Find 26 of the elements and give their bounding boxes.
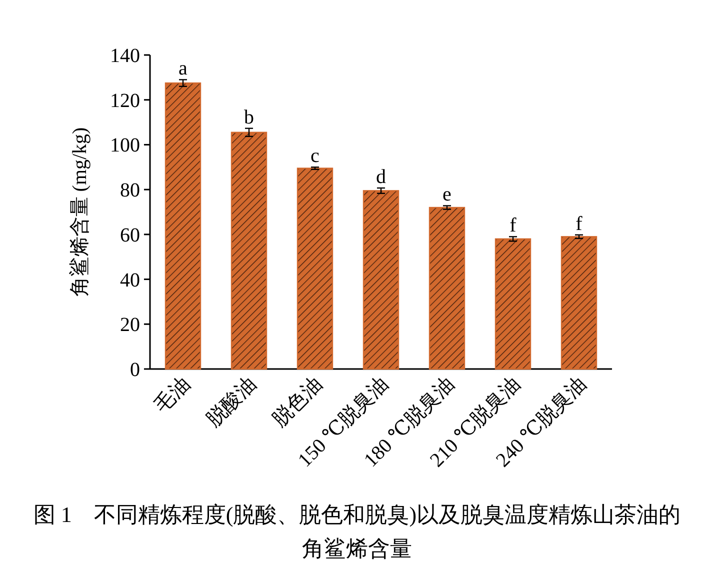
x-tick-label: 毛油 [150, 372, 195, 417]
annotation: c [310, 145, 320, 168]
annotation: f [510, 214, 517, 237]
bar [362, 190, 400, 370]
y-tick-label: 100 [110, 134, 140, 157]
bar [428, 206, 466, 370]
y-tick-label: 140 [110, 45, 140, 67]
y-tick-label: 60 [120, 224, 140, 246]
y-tick-label: 40 [120, 269, 140, 292]
annotation: f [576, 212, 583, 235]
bar [296, 168, 334, 370]
annotation: b [244, 106, 254, 128]
annotation: e [442, 184, 452, 206]
bar [230, 132, 268, 370]
bar [494, 238, 532, 370]
y-tick-label: 20 [120, 314, 140, 336]
y-axis-title: 角鲨烯含量 (mg/kg) [68, 127, 91, 297]
bar [164, 82, 202, 370]
bar [560, 236, 598, 370]
annotation: d [376, 166, 386, 188]
y-tick-label: 120 [110, 90, 140, 112]
annotation: a [178, 58, 188, 80]
text: 图 1 不同精炼程度(脱酸、脱色和脱臭)以及脱臭温度精炼山茶油的角鲨烯含量 [32, 501, 682, 563]
x-tick-label: 脱酸油 [202, 372, 261, 431]
y-tick-label: 80 [120, 180, 140, 202]
y-tick-label: 0 [130, 359, 140, 381]
